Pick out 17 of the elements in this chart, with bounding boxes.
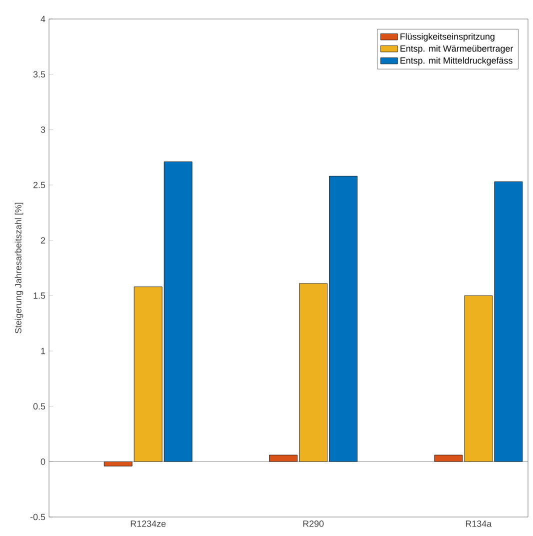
y-axis-title: Steigerung Jahresarbeitszahl [%] [14, 202, 24, 334]
x-tick-label: R290 [303, 520, 324, 527]
y-tick-label: 2.5 [33, 182, 46, 188]
y-tick-label: 2 [40, 237, 46, 244]
y-tick-label: 3.5 [33, 71, 46, 78]
x-tick-label: R134a [466, 520, 492, 527]
y-tick-label: 3 [40, 126, 46, 133]
legend-label: Entsp. mit Mitteldruckgefäss [400, 57, 512, 66]
y-tick-label: 1.5 [34, 292, 46, 299]
y-tick-label: 0 [40, 458, 46, 465]
y-tick-label: 4 [40, 16, 46, 22]
x-tick-label: R1234ze [130, 520, 166, 527]
y-tick-label: -0.5 [30, 514, 46, 520]
y-tick-label: 1 [41, 348, 46, 354]
legend-label: Flüssigkeitseinspritzung [400, 33, 494, 42]
legend-label: Entsp. mit Wärmeübertrager [400, 45, 514, 54]
y-tick-label: 0.5 [33, 403, 46, 410]
